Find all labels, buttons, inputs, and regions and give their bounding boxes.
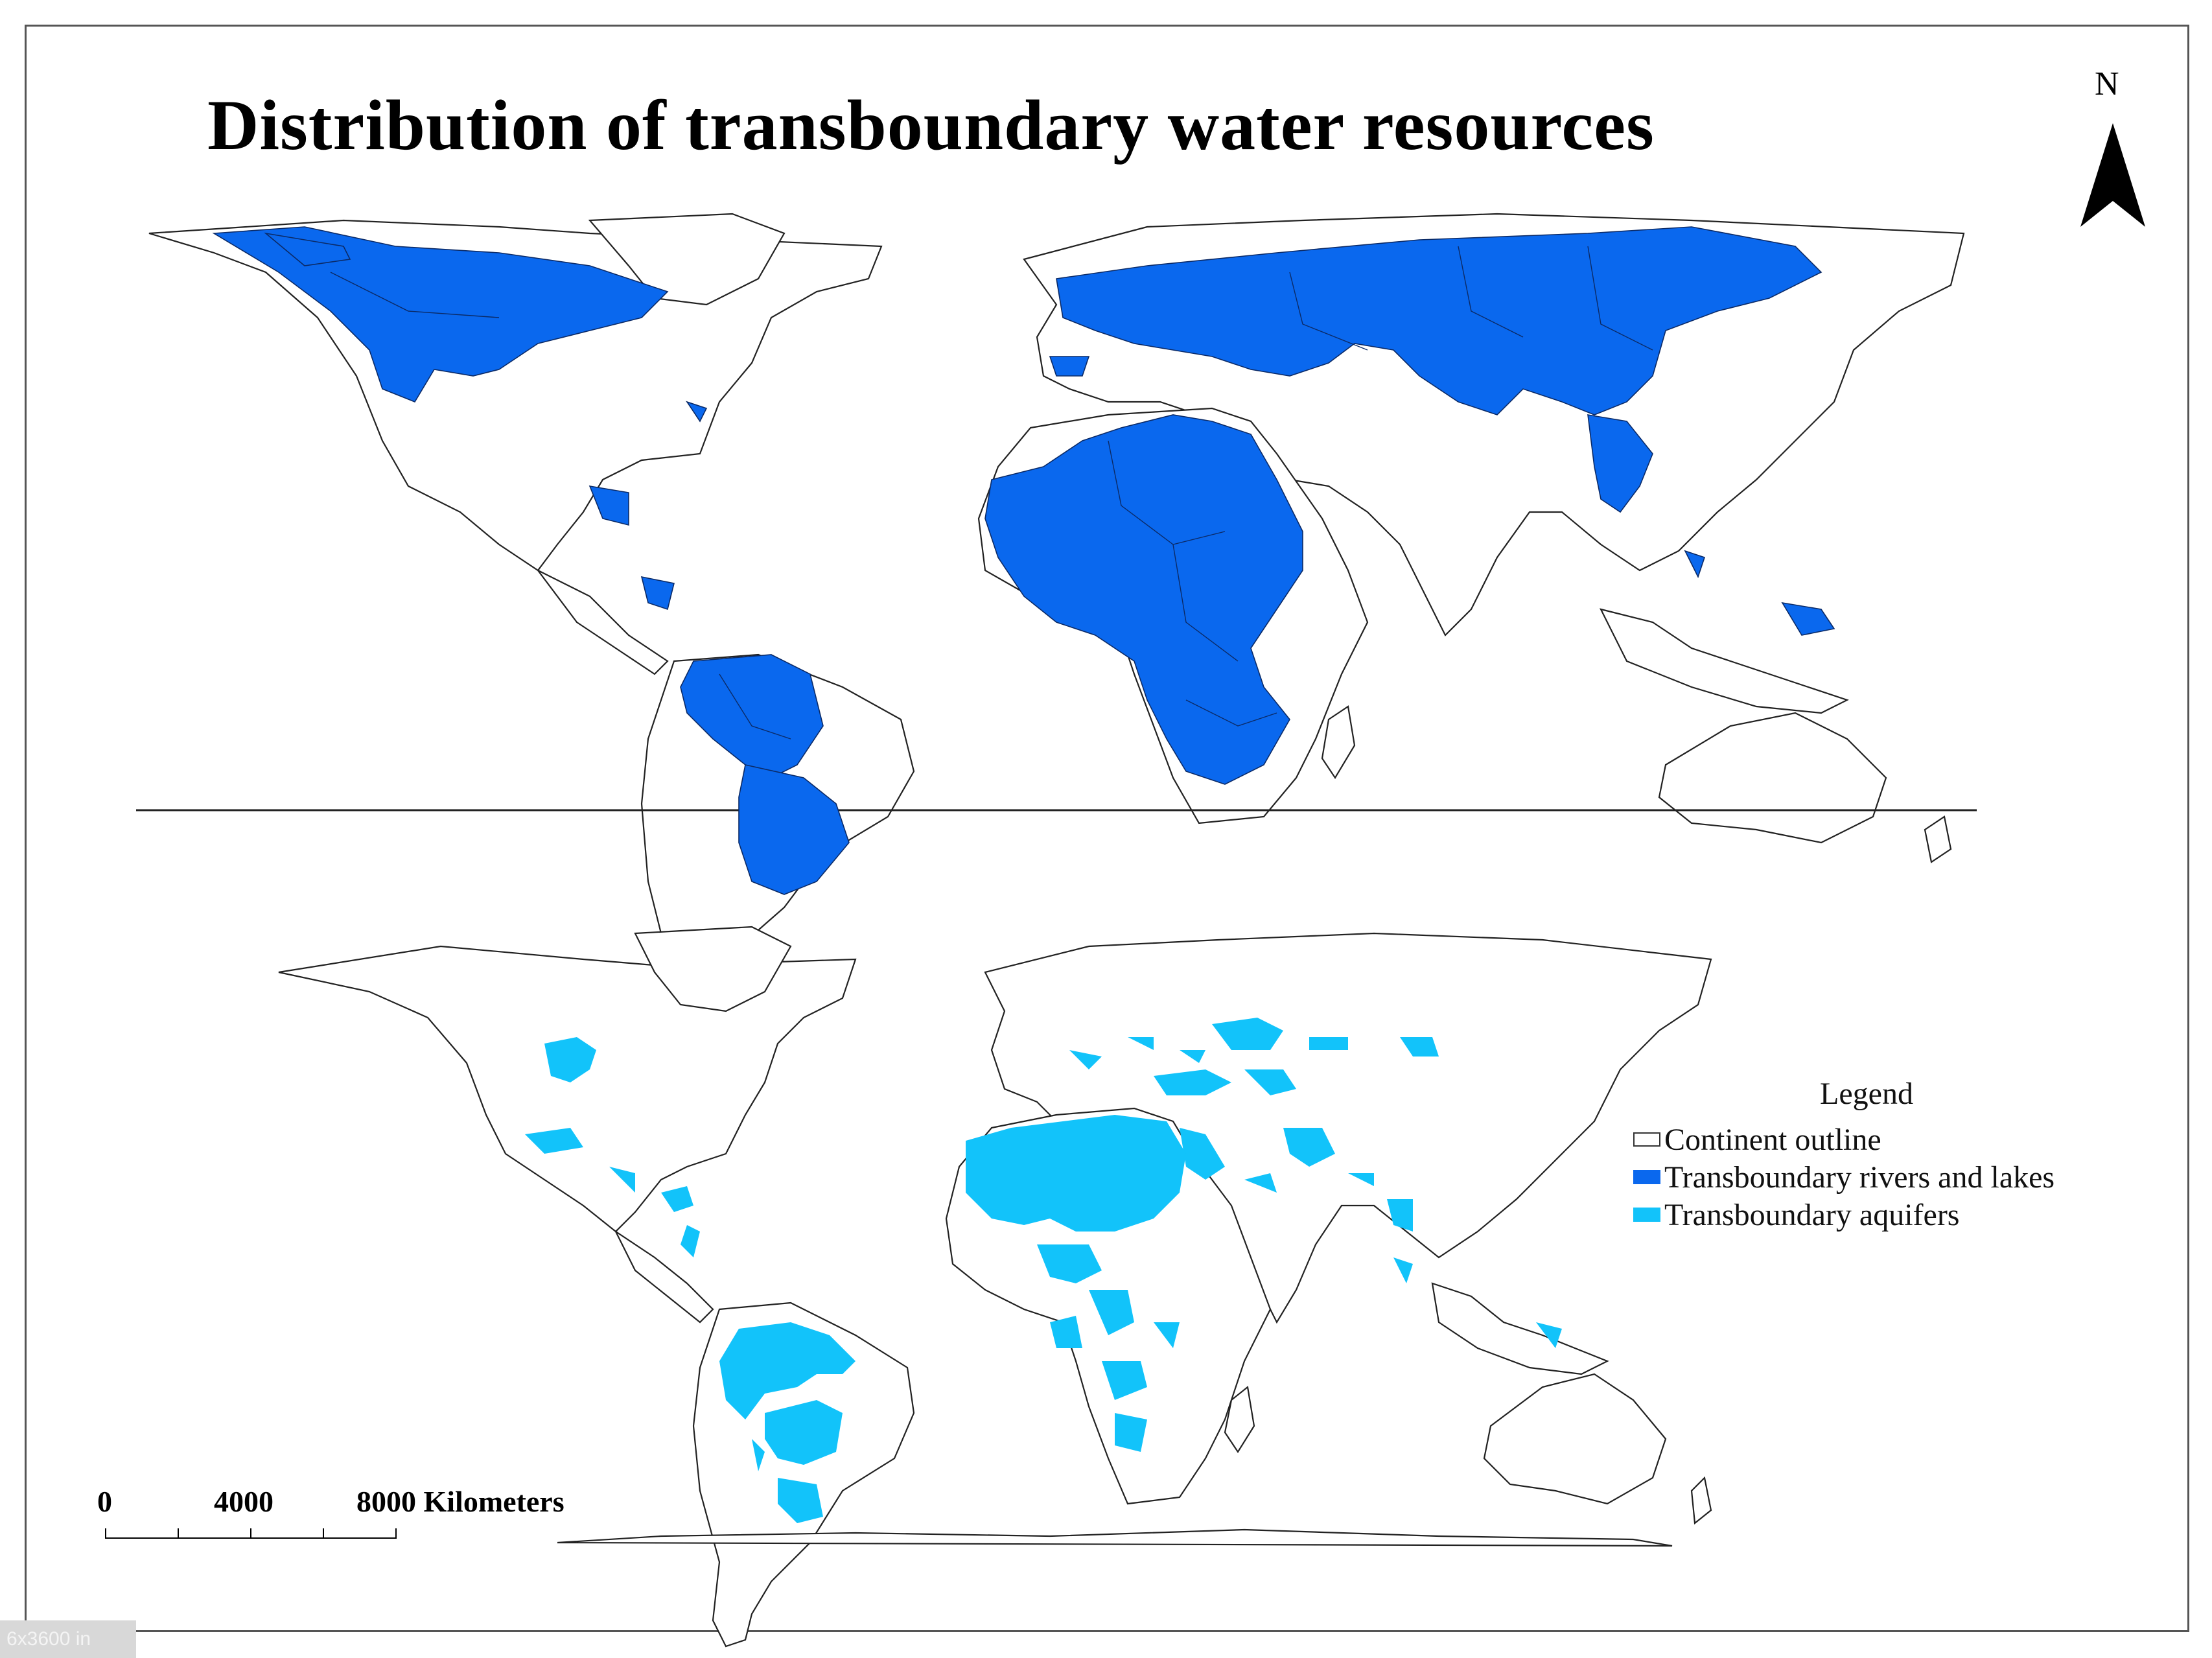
legend-swatch-rivers-lakes bbox=[1633, 1170, 1660, 1184]
scale-label-8000: 8000 Kilometers bbox=[356, 1485, 565, 1518]
scale-bar: 0 4000 8000 Kilometers bbox=[97, 1484, 565, 1556]
river-lake-basins bbox=[212, 226, 1835, 1032]
scale-label-0: 0 bbox=[97, 1485, 112, 1518]
legend-label: Continent outline bbox=[1664, 1122, 1881, 1157]
legend: Legend Continent outline Transboundary r… bbox=[1633, 1076, 2126, 1233]
legend-label: Transboundary aquifers bbox=[1664, 1197, 1960, 1232]
watermark: 6x3600 in bbox=[0, 1620, 136, 1658]
page-title: Distribution of transboundary water reso… bbox=[207, 86, 1655, 165]
scale-tick bbox=[178, 1528, 179, 1539]
scale-tick bbox=[250, 1528, 251, 1539]
continent-outlines bbox=[278, 926, 1712, 1648]
aquifers-map bbox=[278, 926, 1712, 1648]
map-frame bbox=[25, 25, 2189, 1632]
aquifer-areas bbox=[525, 1018, 1562, 1523]
legend-item-rivers-lakes: Transboundary rivers and lakes bbox=[1633, 1158, 2126, 1196]
basin-boundaries bbox=[330, 246, 1653, 740]
legend-title: Legend bbox=[1820, 1077, 1913, 1111]
north-label: N bbox=[2095, 65, 2119, 102]
scale-tick bbox=[395, 1528, 397, 1539]
scale-label-4000: 4000 bbox=[214, 1485, 274, 1518]
north-arrow-icon bbox=[2080, 123, 2145, 227]
scale-tick bbox=[323, 1528, 324, 1539]
legend-swatch-continent-outline bbox=[1633, 1132, 1660, 1147]
legend-swatch-aquifers bbox=[1633, 1208, 1660, 1222]
legend-label: Transboundary rivers and lakes bbox=[1664, 1160, 2055, 1195]
legend-item-continent-outline: Continent outline bbox=[1633, 1121, 2126, 1158]
legend-item-aquifers: Transboundary aquifers bbox=[1633, 1196, 2126, 1233]
rivers-lakes-map bbox=[136, 213, 1977, 1058]
scale-tick bbox=[105, 1528, 106, 1539]
